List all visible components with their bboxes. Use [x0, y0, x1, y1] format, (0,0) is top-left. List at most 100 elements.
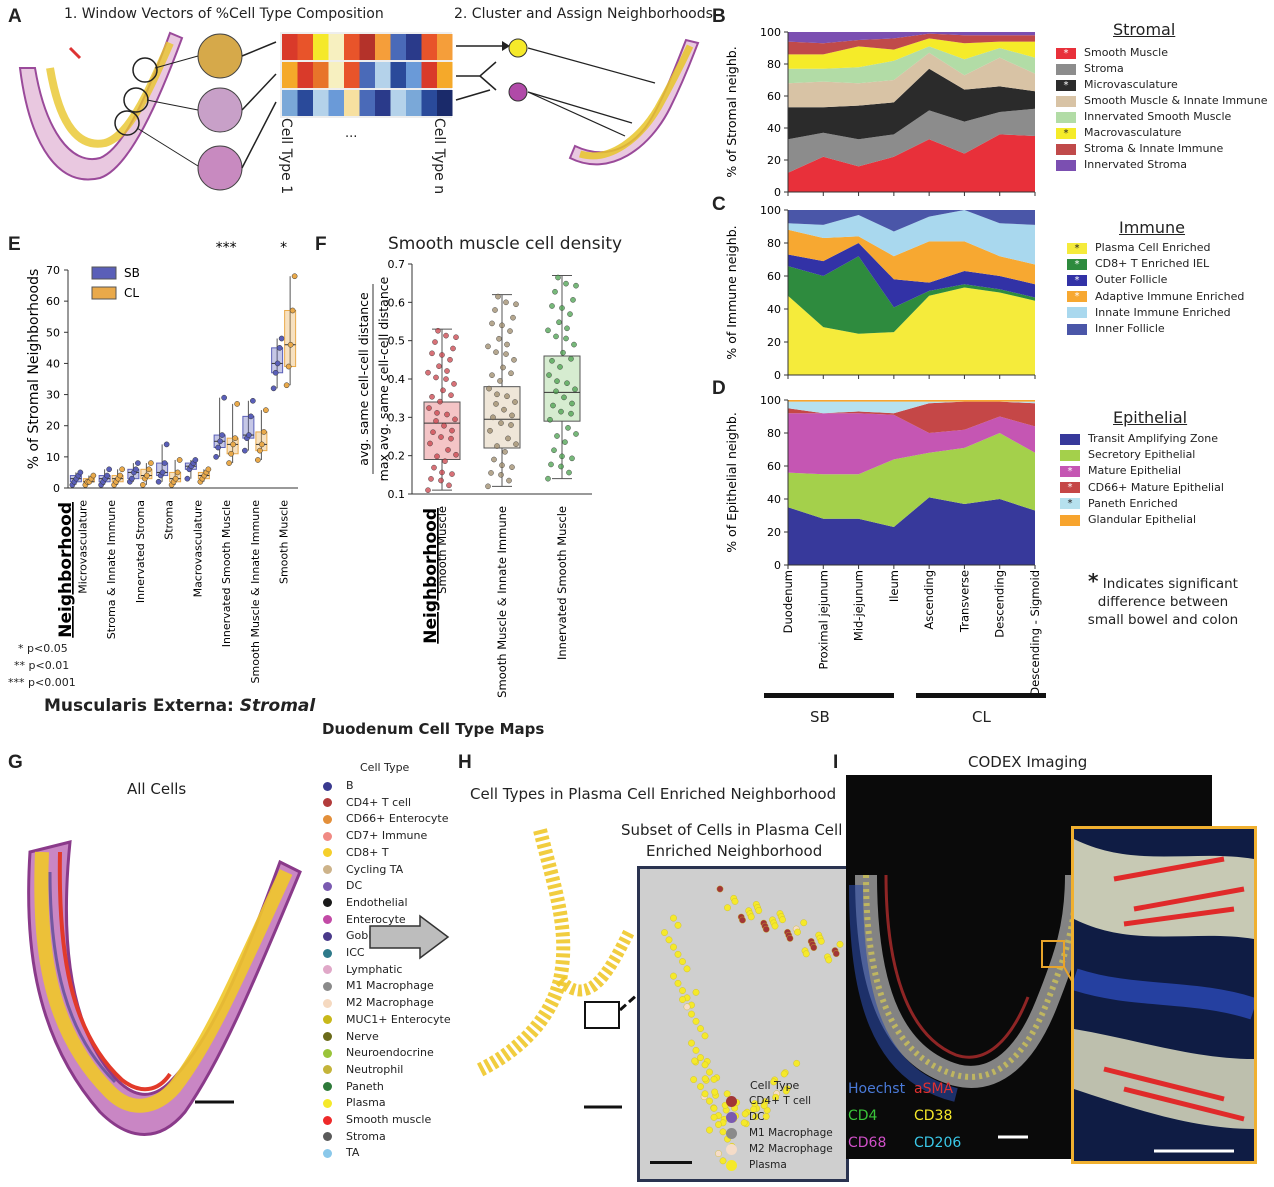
cell-type-dot: [726, 1127, 737, 1139]
h-cell-type-entry: DC: [726, 1111, 764, 1123]
legend-title-immune: Immune: [1119, 218, 1186, 237]
codex-zoom-image: [1074, 829, 1254, 1161]
data-point: [499, 462, 505, 469]
scatter-point: [760, 1102, 768, 1110]
scatter-point: [710, 1104, 718, 1112]
legend-swatch: *: [1060, 465, 1080, 477]
cell-type-entry: Endothelial: [323, 896, 408, 909]
cell-type-entry: CD7+ Immune: [323, 829, 427, 842]
panel-label-g: G: [8, 752, 23, 773]
data-point: [129, 475, 135, 482]
panel-label-a: A: [8, 6, 22, 27]
data-point: [553, 388, 559, 395]
y-tick-label: 100: [760, 26, 781, 39]
note-line3: small bowel and colon: [1087, 612, 1239, 628]
legend-label: Paneth Enriched: [1088, 496, 1178, 510]
heatmap-cell: [344, 90, 360, 116]
data-point: [230, 441, 236, 448]
cell-type-label: MUC1+ Enterocyte: [346, 1012, 451, 1026]
data-point: [490, 414, 496, 421]
box: [271, 347, 284, 374]
scatter-point: [679, 958, 686, 965]
data-point: [555, 274, 561, 281]
codex-tissue: [849, 874, 1087, 1139]
heatmap-cell: [297, 90, 313, 116]
data-point: [549, 358, 555, 364]
scatter-point: [688, 1010, 695, 1018]
cell-type-dot: [323, 898, 332, 908]
data-point: [563, 280, 569, 287]
x-tick-label: Microvasculature: [76, 500, 89, 594]
area-series: [788, 210, 1035, 265]
scatter-point: [688, 1039, 695, 1047]
legend-swatch: [1056, 111, 1076, 123]
legend-label: Inner Follicle: [1095, 322, 1165, 335]
legend-label: CD66+ Mature Epithelial: [1088, 480, 1224, 494]
y-tick-label: 0.1: [388, 488, 406, 501]
y-axis-label-top: avg. same cell-cell distance: [356, 292, 371, 466]
area-series: [788, 134, 1035, 192]
data-point: [283, 382, 290, 389]
area-series: [788, 400, 1035, 402]
data-point: [215, 444, 221, 451]
data-point: [119, 466, 125, 473]
codex-title: CODEX Imaging: [968, 753, 1088, 771]
y-tick-label: 0: [774, 186, 781, 197]
all-cells-map: [27, 840, 302, 1136]
cell-type-label: ICC: [346, 946, 365, 959]
area-series: [788, 46, 1035, 84]
note-star: *: [1088, 569, 1099, 593]
x-tick-label: Innervated Stroma: [134, 500, 147, 603]
data-point: [494, 391, 500, 398]
data-point: [510, 314, 516, 321]
cell-type-entry: B: [323, 779, 354, 792]
data-point: [562, 439, 568, 445]
data-point: [272, 369, 279, 376]
heatmap-cell: [375, 34, 391, 60]
y-tick-label: 70: [46, 264, 60, 277]
panel-label-c: C: [712, 194, 726, 215]
legend-swatch: [1067, 307, 1087, 319]
cell-type-dot: [323, 1048, 332, 1058]
heatmap-cell: [359, 34, 375, 60]
all-cells-title: All Cells: [127, 780, 187, 798]
cell-type-label: CD7+ Immune: [346, 829, 428, 843]
area-series: [788, 497, 1035, 565]
box: [284, 309, 297, 368]
data-point: [570, 297, 576, 303]
cell-type-dot: [323, 1132, 332, 1142]
y-tick-label: 20: [46, 420, 60, 433]
data-point: [159, 469, 166, 476]
scatter-point: [670, 943, 677, 951]
data-point: [192, 457, 199, 463]
cell-type-entry: Enterocyte: [323, 913, 406, 926]
cell-type-entry: Nerve: [323, 1030, 379, 1043]
cell-type-dot: [323, 965, 332, 975]
data-point: [443, 376, 449, 382]
scatter-point: [679, 987, 686, 994]
area-series: [788, 413, 1035, 475]
cell-type-label: CD8+ T: [346, 845, 389, 859]
y-tick-label: 20: [767, 154, 781, 167]
heatmap-cell: [297, 34, 313, 60]
data-point: [259, 441, 265, 448]
significance-note: * Indicates significant difference betwe…: [1078, 569, 1248, 629]
scatter-point: [670, 914, 677, 922]
data-point: [442, 458, 448, 464]
chart-immune-area: 0 20 40 60 80 100 % of Immune neighb.: [724, 204, 1036, 382]
data-point: [554, 378, 560, 384]
legend-swatch: [1056, 143, 1076, 155]
data-point: [255, 457, 261, 463]
scatter-point: [665, 936, 673, 944]
heatmap-cell: [313, 62, 329, 88]
data-point: [568, 410, 574, 417]
heatmap-cell: [282, 62, 298, 88]
data-point: [557, 364, 563, 370]
scatter-point: [679, 996, 686, 1003]
legend-swatch: [1060, 449, 1080, 461]
data-point: [448, 435, 454, 442]
legend-swatch: *: [1056, 47, 1076, 59]
scatter-point: [770, 1078, 778, 1086]
data-point: [489, 320, 495, 327]
data-point: [499, 322, 505, 329]
